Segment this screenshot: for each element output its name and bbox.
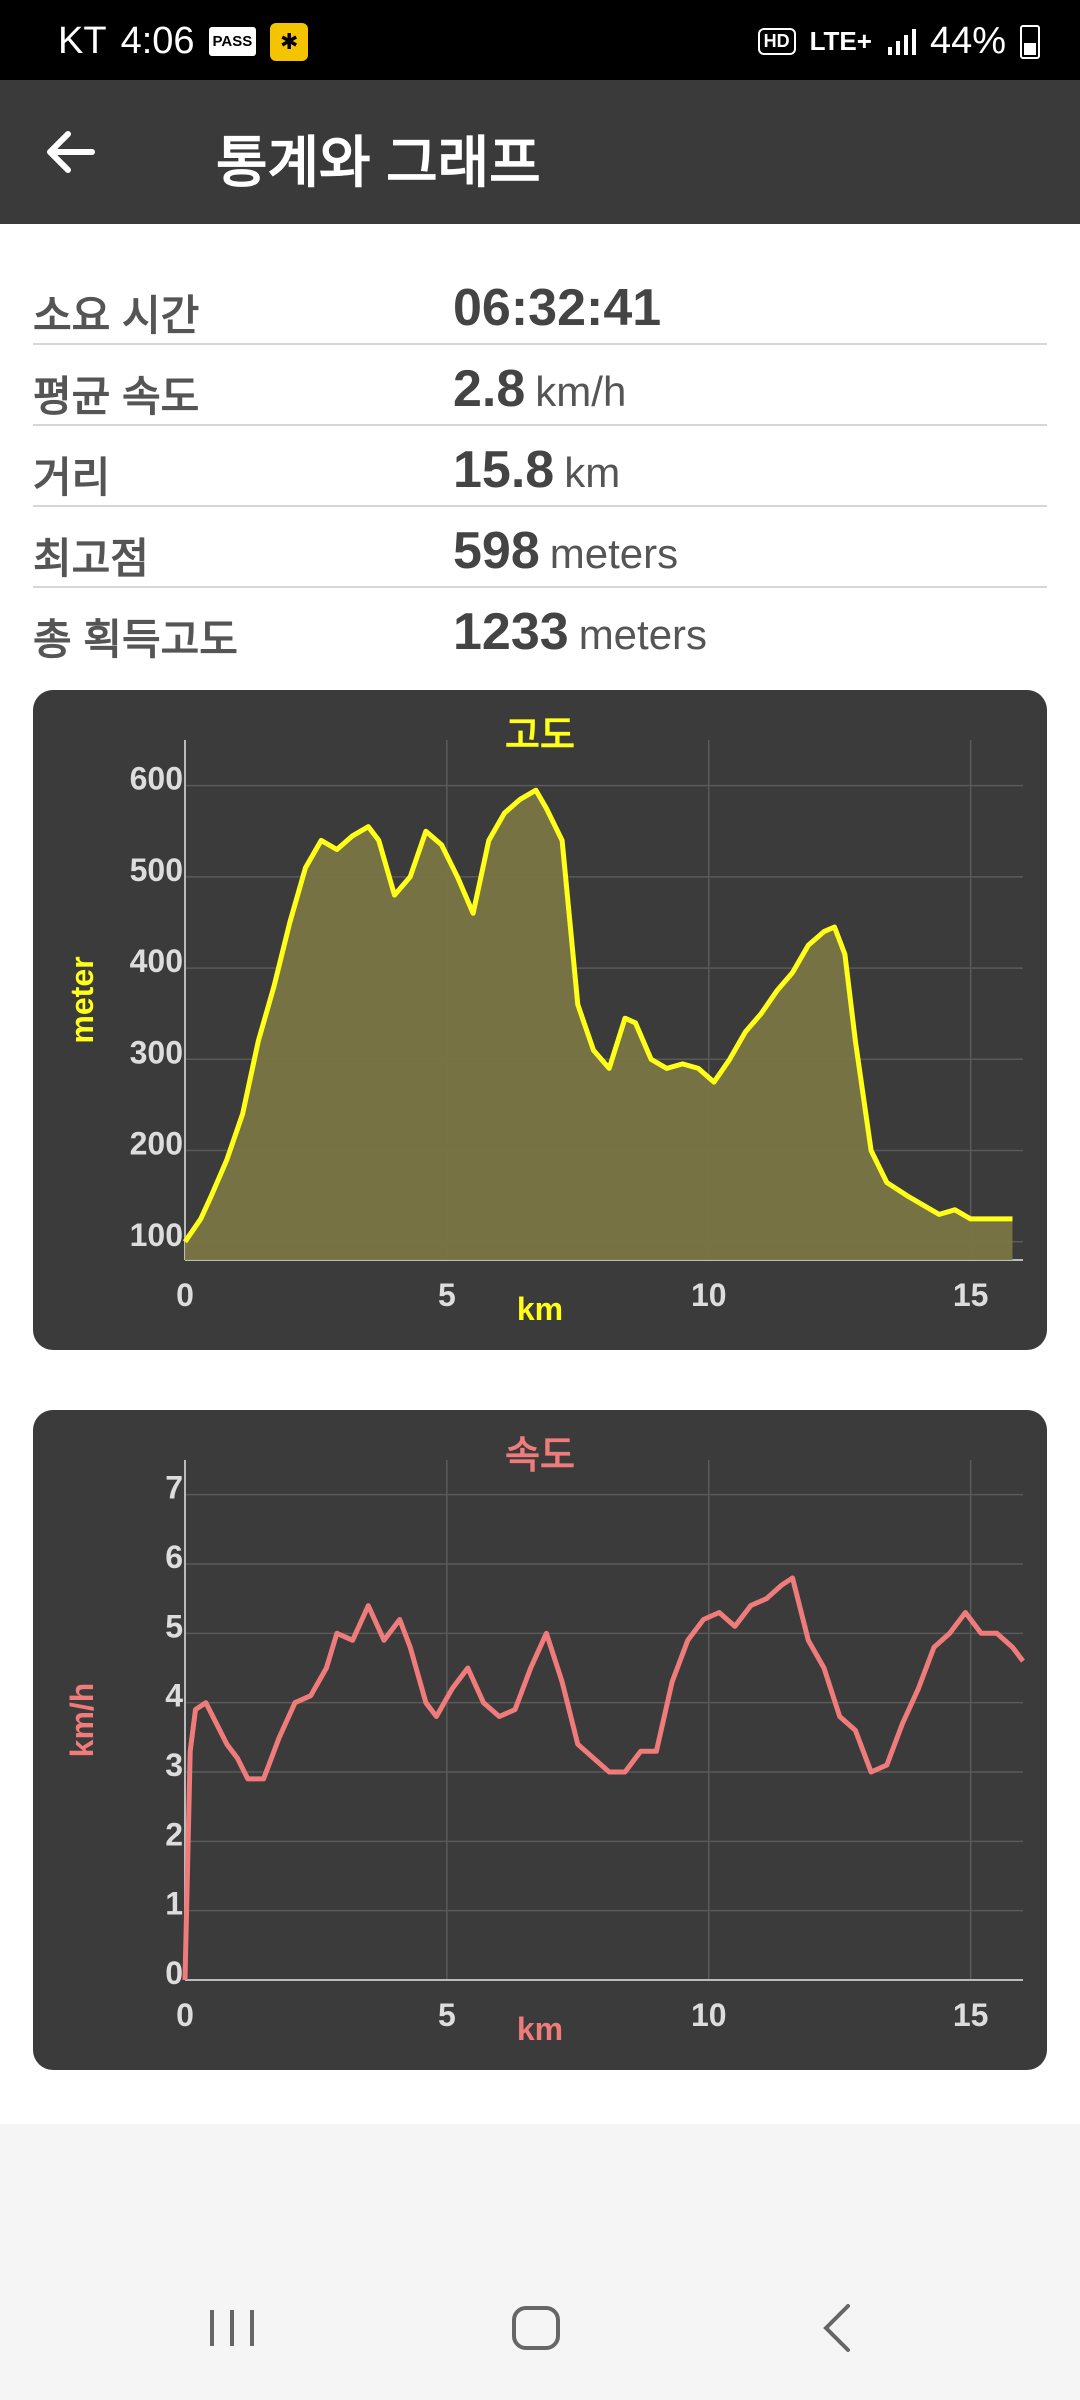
status-bar: KT 4:06 PASS ✱ HD LTE+ 44% bbox=[0, 0, 1080, 80]
recent-apps-icon bbox=[210, 2310, 254, 2346]
y-tick-label: 4 bbox=[165, 1678, 183, 1714]
x-tick-label: 15 bbox=[953, 1997, 989, 2033]
back-button[interactable] bbox=[40, 120, 130, 184]
stat-label: 총 획득고도 bbox=[33, 616, 238, 663]
stat-value: 06:32:41 bbox=[453, 279, 662, 337]
content-area: 소요 시간 06:32:41 평균 속도 2.8 km/h 거리 15.8 km 최… bbox=[0, 224, 1080, 2124]
pass-app-icon: PASS bbox=[208, 27, 257, 56]
clock-time: 4:06 bbox=[120, 20, 195, 62]
stat-label: 거리 bbox=[33, 454, 111, 501]
y-axis-label: km/h bbox=[64, 1683, 100, 1758]
chart-title: 속도 bbox=[505, 1433, 575, 1477]
y-tick-label: 5 bbox=[165, 1608, 183, 1644]
arrow-left-icon bbox=[47, 131, 95, 173]
x-tick-label: 10 bbox=[691, 1277, 727, 1313]
signal-icon bbox=[887, 28, 916, 55]
stats-table: 소요 시간 06:32:41 평균 속도 2.8 km/h 거리 15.8 km 최… bbox=[33, 264, 1047, 669]
stat-label: 최고점 bbox=[33, 535, 149, 582]
y-tick-label: 7 bbox=[165, 1470, 183, 1506]
stat-label: 평균 속도 bbox=[33, 373, 200, 420]
y-tick-label: 200 bbox=[130, 1126, 183, 1162]
x-tick-label: 15 bbox=[953, 1277, 989, 1313]
system-back-button[interactable] bbox=[800, 2296, 880, 2360]
y-tick-label: 2 bbox=[165, 1816, 183, 1852]
elevation-line bbox=[182, 787, 1013, 1244]
y-axis-label: meter bbox=[64, 956, 100, 1043]
speed-line bbox=[182, 1575, 1025, 1981]
y-tick-label: 600 bbox=[130, 761, 183, 797]
notification-app-icon: ✱ bbox=[270, 22, 309, 61]
stat-value: 2.8 km/h bbox=[453, 360, 627, 418]
hd-voice-icon: HD bbox=[757, 28, 796, 55]
y-tick-label: 400 bbox=[130, 943, 183, 979]
page-title: 통계와 그래프 bbox=[216, 131, 541, 194]
y-tick-label: 1 bbox=[165, 1886, 183, 1922]
y-tick-label: 300 bbox=[130, 1034, 183, 1070]
stat-row-elevation-gain: 총 획득고도 1233 meters bbox=[33, 588, 1047, 669]
x-tick-label: 10 bbox=[691, 1997, 727, 2033]
stat-row-duration: 소요 시간 06:32:41 bbox=[33, 264, 1047, 345]
x-axis-label: km bbox=[517, 2011, 563, 2047]
y-tick-label: 6 bbox=[165, 1539, 183, 1575]
carrier-label: KT bbox=[58, 20, 107, 62]
speed-chart-card: 0 5 10 15 0 1 2 3 4 5 6 7 속도 km km/h bbox=[33, 1410, 1047, 2070]
y-tick-label: 3 bbox=[165, 1747, 183, 1783]
stat-label: 소요 시간 bbox=[33, 292, 200, 339]
x-axis-label: km bbox=[517, 1291, 563, 1327]
stat-row-max-elevation: 최고점 598 meters bbox=[33, 507, 1047, 588]
elevation-area bbox=[185, 790, 1013, 1260]
y-tick-label: 100 bbox=[130, 1217, 183, 1253]
y-tick-label: 0 bbox=[165, 1955, 183, 1991]
speed-chart: 0 5 10 15 0 1 2 3 4 5 6 7 속도 km km/h bbox=[64, 1433, 1025, 2047]
chevron-left-icon bbox=[823, 2304, 850, 2352]
y-tick-label: 500 bbox=[130, 852, 183, 888]
stat-value: 598 meters bbox=[453, 522, 679, 580]
app-bar: 통계와 그래프 bbox=[0, 80, 1080, 224]
stat-row-avg-speed: 평균 속도 2.8 km/h bbox=[33, 345, 1047, 426]
x-tick-label: 0 bbox=[176, 1997, 194, 2033]
stat-value: 1233 meters bbox=[453, 603, 708, 661]
home-icon bbox=[512, 2306, 560, 2350]
stat-value: 15.8 km bbox=[453, 441, 621, 499]
home-button[interactable] bbox=[496, 2296, 576, 2360]
system-nav-bar bbox=[0, 2256, 1080, 2400]
recent-apps-button[interactable] bbox=[192, 2296, 272, 2360]
stat-row-distance: 거리 15.8 km bbox=[33, 426, 1047, 507]
elevation-chart: 0 5 10 15 100 200 300 400 500 600 고도 km meter bbox=[64, 713, 1023, 1327]
chart-title: 고도 bbox=[505, 713, 575, 757]
x-tick-label: 0 bbox=[176, 1277, 194, 1313]
elevation-chart-card: 0 5 10 15 100 200 300 400 500 600 고도 km meter bbox=[33, 690, 1047, 1350]
x-tick-label: 5 bbox=[438, 1997, 456, 2033]
network-type-icon: LTE+ bbox=[809, 26, 872, 56]
battery-icon bbox=[1020, 24, 1040, 59]
x-tick-label: 5 bbox=[438, 1277, 456, 1313]
battery-percent: 44% bbox=[929, 20, 1006, 62]
